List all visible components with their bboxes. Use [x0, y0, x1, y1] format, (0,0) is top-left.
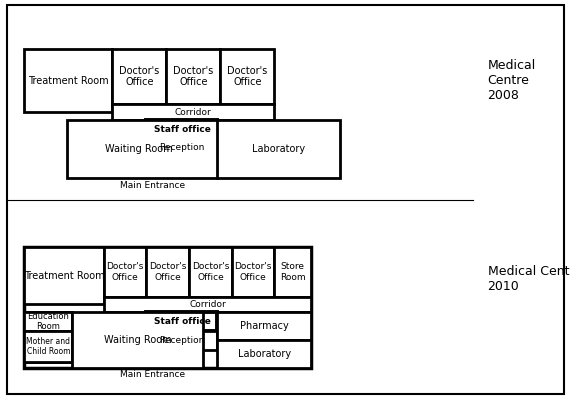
- Text: Medical
Centre
2008: Medical Centre 2008: [488, 59, 536, 102]
- Text: Reception: Reception: [159, 336, 205, 345]
- Bar: [232, 247, 274, 296]
- Text: Doctor's
Office: Doctor's Office: [192, 262, 229, 282]
- Bar: [112, 49, 166, 105]
- Text: Staff office: Staff office: [154, 317, 210, 326]
- Bar: [72, 312, 203, 368]
- Text: Doctor's
Office: Doctor's Office: [173, 66, 214, 87]
- Bar: [24, 312, 72, 331]
- Text: Reception: Reception: [159, 142, 205, 152]
- Text: Treatment Room: Treatment Room: [28, 76, 109, 86]
- Text: Corridor: Corridor: [189, 300, 226, 309]
- Text: Doctor's
Office: Doctor's Office: [227, 66, 268, 87]
- Text: Main Entrance: Main Entrance: [120, 181, 185, 190]
- Text: Doctor's
Office: Doctor's Office: [106, 262, 144, 282]
- Bar: [218, 312, 311, 340]
- Bar: [104, 296, 311, 312]
- Text: Doctor's
Office: Doctor's Office: [119, 66, 160, 87]
- Text: Waiting Room: Waiting Room: [104, 335, 171, 345]
- Bar: [112, 105, 274, 120]
- Bar: [146, 331, 218, 350]
- Bar: [67, 120, 340, 178]
- Text: Staff office: Staff office: [154, 124, 210, 134]
- Bar: [104, 247, 146, 296]
- Text: Laboratory: Laboratory: [252, 144, 305, 154]
- Bar: [24, 247, 311, 368]
- Text: Treatment Room: Treatment Room: [23, 271, 104, 281]
- Bar: [24, 331, 72, 362]
- Bar: [146, 247, 189, 296]
- Bar: [24, 247, 104, 304]
- Text: Corridor: Corridor: [175, 108, 212, 117]
- Text: Mother and
Child Room: Mother and Child Room: [26, 337, 70, 356]
- Text: Doctor's
Office: Doctor's Office: [234, 262, 272, 282]
- Bar: [146, 120, 218, 138]
- Bar: [220, 49, 274, 105]
- Bar: [166, 49, 220, 105]
- Text: Main Entrance: Main Entrance: [120, 370, 185, 379]
- Text: Medical Cent
2010: Medical Cent 2010: [488, 265, 569, 293]
- Bar: [189, 247, 232, 296]
- Text: Education
Room: Education Room: [28, 312, 69, 332]
- Text: Laboratory: Laboratory: [238, 349, 291, 359]
- Bar: [274, 247, 311, 296]
- Text: Store
Room: Store Room: [280, 262, 306, 282]
- Bar: [146, 312, 218, 331]
- Text: Pharmacy: Pharmacy: [240, 321, 289, 331]
- Text: Doctor's
Office: Doctor's Office: [149, 262, 187, 282]
- Text: Waiting Room: Waiting Room: [106, 144, 173, 154]
- Bar: [24, 49, 112, 113]
- Bar: [24, 312, 72, 362]
- Bar: [218, 340, 311, 368]
- Bar: [146, 138, 218, 156]
